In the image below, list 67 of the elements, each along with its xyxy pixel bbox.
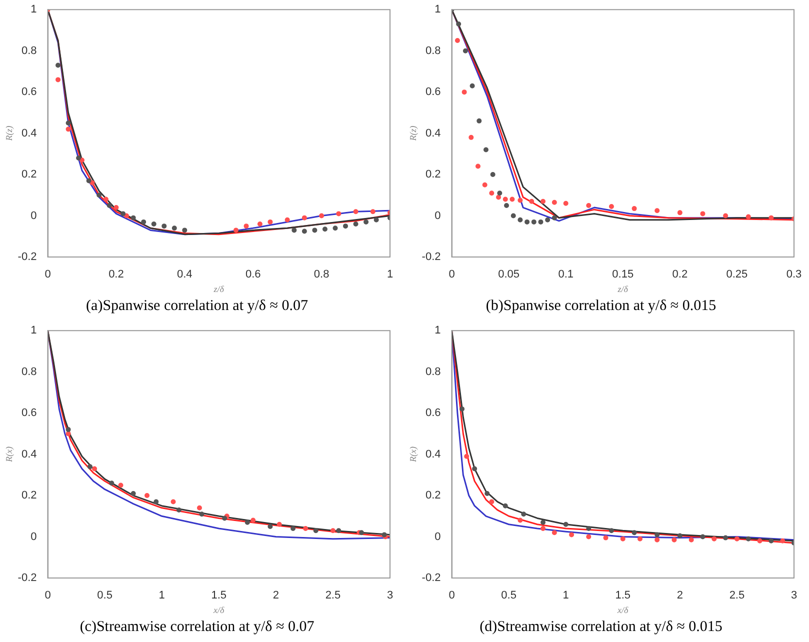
y-tick-label: 0 (30, 210, 37, 222)
y-tick-label: 0.8 (425, 366, 441, 378)
y-tick-label: 0.6 (425, 407, 441, 420)
x-axis-title: z/δ (212, 284, 225, 294)
x-tick-label: 0.6 (245, 268, 261, 281)
y-tick-label: 0.8 (21, 44, 37, 57)
x-tick-label: 0.1 (558, 268, 574, 281)
y-tick-label: 0.2 (21, 168, 37, 181)
y-tick-label: 0.4 (21, 448, 37, 460)
x-axis-title: x/δ (616, 604, 630, 615)
text: (c)Streamwise correlation at y/δ ≈ 0.07 (80, 618, 315, 635)
x-tick-label: 1 (562, 590, 569, 602)
y-tick-label: -0.2 (422, 572, 441, 584)
y-tick-label: 1 (434, 324, 441, 337)
y-tick-label: 0.6 (425, 86, 441, 98)
text: (d)Streamwise correlation at y/δ ≈ 0.015 (480, 618, 722, 635)
x-tick-label: 0.2 (108, 268, 124, 281)
x-tick-label: 0.15 (612, 268, 634, 281)
x-tick-label: 0 (448, 590, 455, 602)
x-tick-label: 2 (676, 590, 683, 602)
x-tick-label: 1 (158, 590, 165, 602)
y-tick-label: -0.2 (18, 572, 37, 584)
x-tick-label: 0 (448, 268, 455, 281)
y-tick-label: 1 (30, 324, 37, 337)
y-tick-label: 0 (30, 530, 37, 543)
x-tick-label: 0.8 (314, 268, 330, 281)
y-tick-label: 0.4 (425, 448, 441, 460)
x-tick-label: 1.5 (615, 590, 631, 602)
y-axis-title: R(x) (4, 446, 14, 464)
x-tick-label: 2.5 (325, 590, 341, 602)
y-tick-label: 0 (434, 530, 441, 543)
y-tick-label: 1 (434, 4, 441, 16)
x-tick-label: 0.05 (498, 268, 520, 281)
x-tick-label: 2.5 (729, 590, 745, 602)
y-tick-label: 0.6 (21, 407, 37, 420)
text: (b)Spanwise correlation at y/δ ≈ 0.015 (486, 298, 716, 314)
x-tick-label: 0.5 (501, 590, 516, 602)
y-tick-label: 0.4 (425, 127, 441, 140)
y-tick-label: 1 (30, 4, 37, 16)
x-tick-label: 0 (44, 590, 51, 602)
y-tick-label: -0.2 (18, 251, 37, 264)
x-tick-label: 0.2 (672, 268, 688, 281)
x-tick-label: 0.25 (726, 268, 748, 281)
y-tick-label: 0.6 (21, 86, 37, 98)
x-tick-label: 0 (44, 268, 51, 281)
y-tick-label: 0.2 (425, 490, 441, 502)
x-tick-label: 3 (386, 590, 394, 602)
x-tick-label: 0.5 (97, 590, 112, 602)
x-axis-title: z/δ (616, 284, 629, 294)
y-tick-label: 0.4 (21, 127, 37, 140)
y-axis-title: R(z) (408, 126, 418, 142)
x-tick-label: 0.4 (177, 268, 192, 281)
x-tick-label: 2 (272, 590, 279, 602)
y-tick-label: 0.8 (425, 44, 441, 57)
y-tick-label: 0.2 (21, 490, 37, 502)
x-tick-label: 3 (790, 590, 798, 602)
x-tick-label: 0.3 (786, 268, 802, 281)
y-axis-title: R(z) (4, 126, 14, 142)
y-axis-title: R(x) (408, 446, 418, 464)
y-tick-label: 0 (434, 210, 441, 222)
x-axis-title: x/δ (212, 604, 226, 615)
y-tick-label: 0.8 (21, 366, 37, 378)
y-tick-label: -0.2 (422, 251, 441, 264)
x-tick-label: 1.5 (211, 590, 227, 602)
x-tick-label: 1 (386, 268, 394, 281)
y-tick-label: 0.2 (425, 168, 441, 181)
text: (a)Spanwise correlation at y/δ ≈ 0.07 (86, 298, 308, 314)
